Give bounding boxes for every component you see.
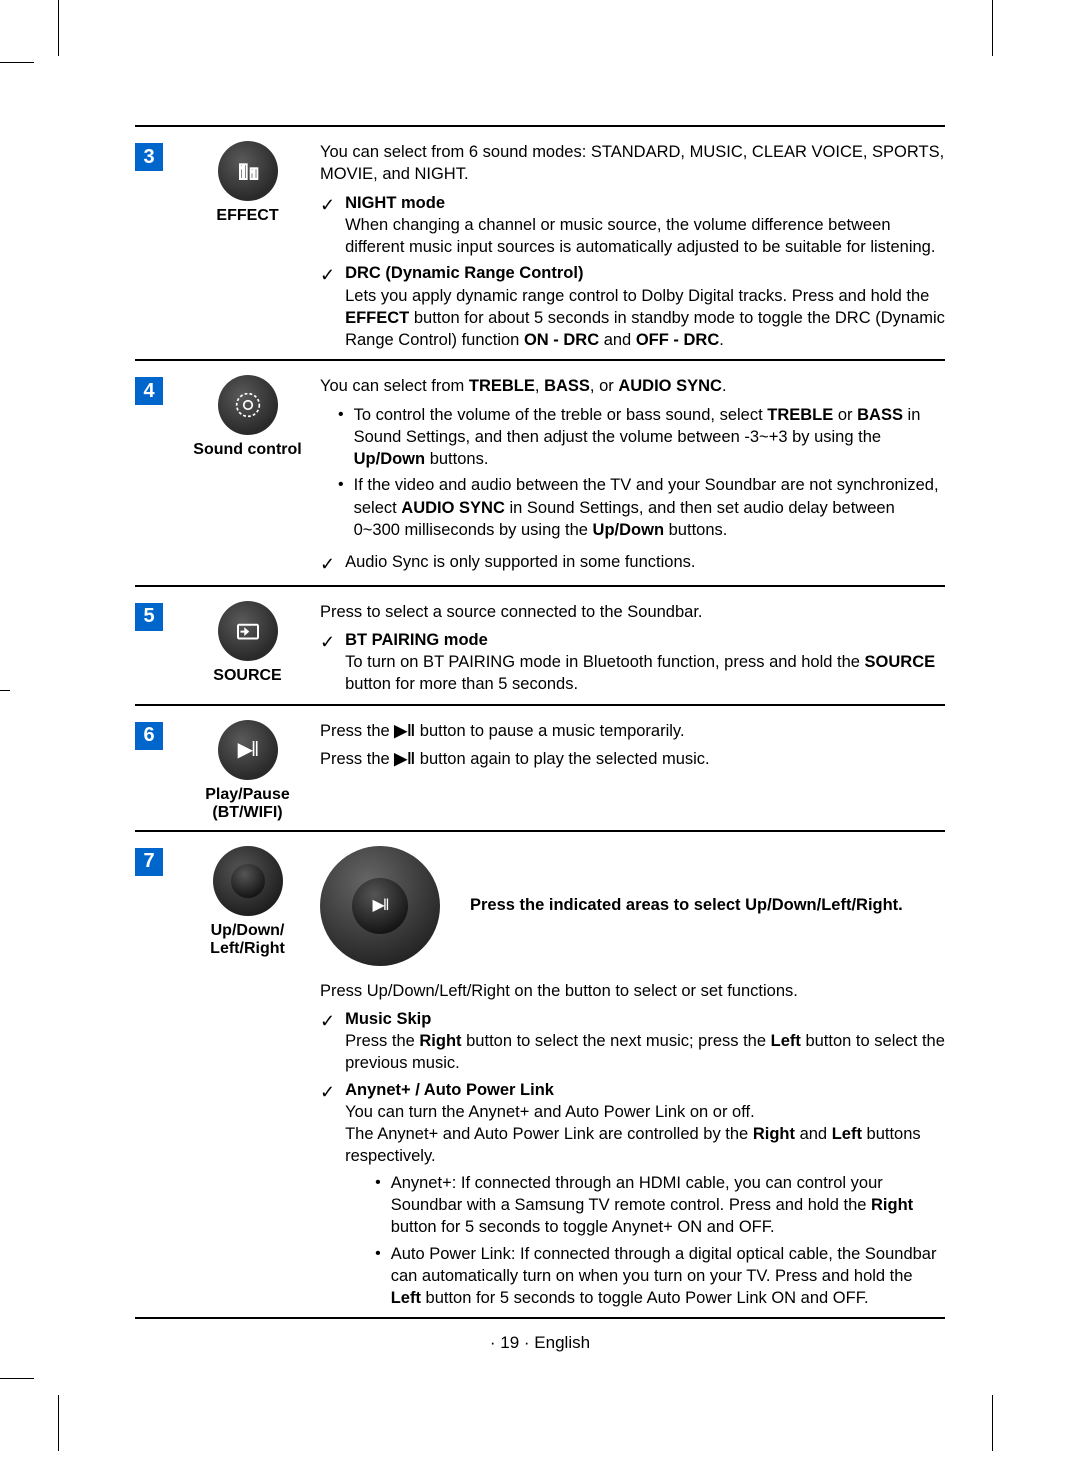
bullet-item: • If the video and audio between the TV … [338, 474, 945, 541]
line-text: Press the ▶ǁ button to pause a music tem… [320, 720, 945, 742]
icon-label: EFFECT [175, 207, 320, 225]
checkmark-icon: ✓ [320, 552, 335, 576]
intro-text: Press Up/Down/Left/Right on the button t… [320, 980, 945, 1002]
check-title: DRC (Dynamic Range Control) [345, 262, 945, 284]
line-text: The Anynet+ and Auto Power Link are cont… [345, 1123, 945, 1168]
description: Press the ▶ǁ button to pause a music tem… [320, 714, 945, 822]
icon-label: Sound control [175, 441, 320, 459]
crop-mark [0, 690, 10, 691]
intro-text: Press to select a source connected to th… [320, 601, 945, 623]
checkmark-icon: ✓ [320, 263, 335, 287]
check-title: NIGHT mode [345, 192, 945, 214]
effect-icon [218, 141, 278, 201]
check-body-text: To turn on BT PAIRING mode in Bluetooth … [345, 651, 945, 696]
icon-label: SOURCE [175, 667, 320, 685]
description: ▶ǁ Press the indicated areas to select U… [320, 840, 945, 1310]
icon-column: SOURCE [175, 595, 320, 696]
line-text: Press the ▶ǁ button again to play the se… [320, 748, 945, 770]
check-body-text: Audio Sync is only supported in some fun… [345, 551, 945, 573]
row-number: 4 [135, 377, 163, 405]
check-title: BT PAIRING mode [345, 629, 945, 651]
row-number: 6 [135, 722, 163, 750]
line-text: You can turn the Anynet+ and Auto Power … [345, 1101, 945, 1123]
icon-label: Up/Down/ Left/Right [175, 922, 320, 958]
crop-mark [58, 0, 59, 56]
check-body-text: Press the Right button to select the nex… [345, 1030, 945, 1075]
icon-column: Sound control [175, 369, 320, 576]
dpad-big-icon: ▶ǁ [320, 846, 440, 966]
dpad-center-icon: ▶ǁ [352, 878, 408, 934]
page-footer: · 19 · English [135, 1333, 945, 1353]
crop-mark [58, 1395, 59, 1451]
icon-column: ▶ǁ Play/Pause (BT/WIFI) [175, 714, 320, 822]
row-number: 5 [135, 603, 163, 631]
feature-row-5: 5 SOURCE Press to select a source connec… [135, 585, 945, 704]
description: Press to select a source connected to th… [320, 595, 945, 696]
number-column: 7 [135, 840, 175, 1310]
bullet-icon: • [338, 404, 344, 426]
row-number: 7 [135, 848, 163, 876]
gear-icon [218, 375, 278, 435]
checkmark-icon: ✓ [320, 630, 335, 654]
check-item-night: ✓ NIGHT mode When changing a channel or … [320, 192, 945, 259]
bullet-text: If the video and audio between the TV an… [354, 474, 945, 541]
check-title: Music Skip [345, 1008, 945, 1030]
bullet-icon: • [375, 1243, 381, 1265]
feature-row-3: 3 EFFECT You can select from 6 sound mod… [135, 125, 945, 359]
dpad-instruction: Press the indicated areas to select Up/D… [470, 894, 903, 916]
bullet-text: To control the volume of the treble or b… [354, 404, 945, 471]
checkmark-icon: ✓ [320, 1080, 335, 1104]
bullet-item: • Anynet+: If connected through an HDMI … [375, 1172, 945, 1239]
icon-column: EFFECT [175, 135, 320, 351]
check-title: Anynet+ / Auto Power Link [345, 1079, 945, 1101]
check-body-text: When changing a channel or music source,… [345, 214, 945, 259]
manual-page: 3 EFFECT You can select from 6 sound mod… [0, 0, 1080, 1443]
intro-text: You can select from TREBLE, BASS, or AUD… [320, 375, 945, 397]
playpause-icon: ▶ǁ [218, 720, 278, 780]
description: You can select from TREBLE, BASS, or AUD… [320, 369, 945, 576]
bullet-item: • To control the volume of the treble or… [338, 404, 945, 471]
number-column: 4 [135, 369, 175, 576]
checkmark-icon: ✓ [320, 193, 335, 217]
crop-mark [0, 62, 34, 63]
bullet-icon: • [375, 1172, 381, 1194]
row-number: 3 [135, 143, 163, 171]
number-column: 3 [135, 135, 175, 351]
number-column: 6 [135, 714, 175, 822]
description: You can select from 6 sound modes: STAND… [320, 135, 945, 351]
crop-mark [992, 0, 993, 56]
crop-mark [0, 1378, 34, 1379]
number-column: 5 [135, 595, 175, 696]
feature-row-4: 4 Sound control You can select from TREB… [135, 359, 945, 584]
dpad-icon [213, 846, 283, 916]
dpad-illustration: ▶ǁ Press the indicated areas to select U… [320, 846, 945, 966]
check-item-audiosync: ✓ Audio Sync is only supported in some f… [320, 551, 945, 576]
check-item-anynet: ✓ Anynet+ / Auto Power Link You can turn… [320, 1079, 945, 1310]
check-body-text: Lets you apply dynamic range control to … [345, 285, 945, 352]
crop-mark [992, 1395, 993, 1451]
intro-text: You can select from 6 sound modes: STAND… [320, 141, 945, 186]
source-icon [218, 601, 278, 661]
bullet-text: Auto Power Link: If connected through a … [391, 1243, 945, 1310]
bullet-text: Anynet+: If connected through an HDMI ca… [391, 1172, 945, 1239]
check-item-musicskip: ✓ Music Skip Press the Right button to s… [320, 1008, 945, 1075]
icon-label: Play/Pause (BT/WIFI) [175, 786, 320, 822]
feature-row-6: 6 ▶ǁ Play/Pause (BT/WIFI) Press the ▶ǁ b… [135, 704, 945, 830]
bullet-item: • Auto Power Link: If connected through … [375, 1243, 945, 1310]
feature-row-7: 7 Up/Down/ Left/Right ▶ǁ Press the indic… [135, 830, 945, 1320]
check-item-drc: ✓ DRC (Dynamic Range Control) Lets you a… [320, 262, 945, 351]
icon-column: Up/Down/ Left/Right [175, 840, 320, 1310]
bullet-icon: • [338, 474, 344, 496]
checkmark-icon: ✓ [320, 1009, 335, 1033]
check-item-btpairing: ✓ BT PAIRING mode To turn on BT PAIRING … [320, 629, 945, 696]
